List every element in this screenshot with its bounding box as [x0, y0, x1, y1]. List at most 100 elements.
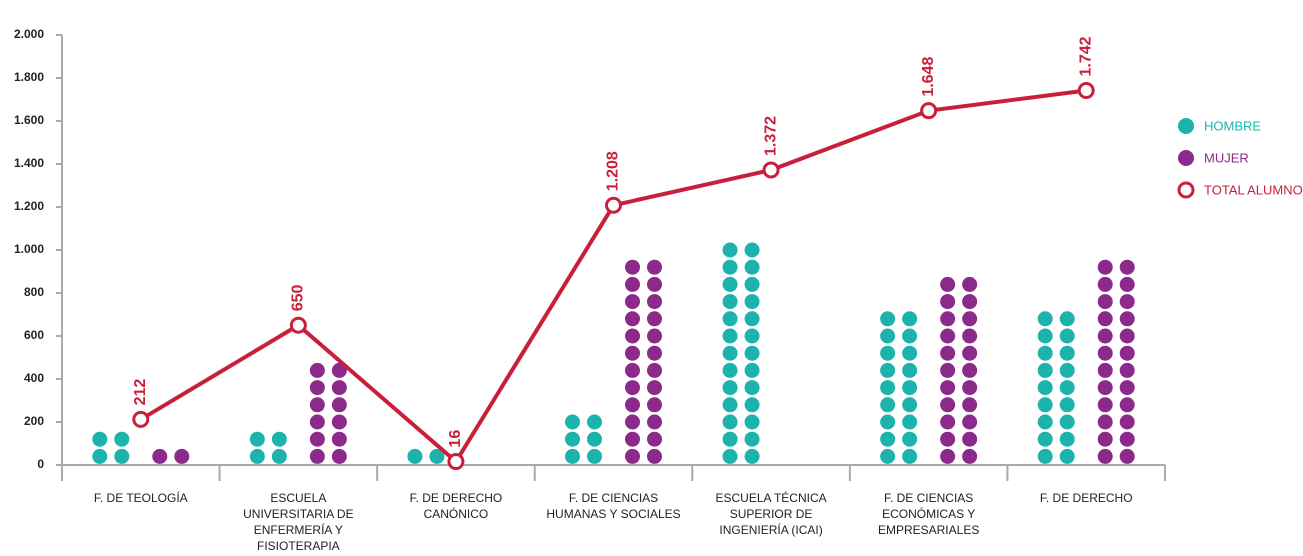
dot: [309, 431, 325, 447]
dot: [744, 242, 760, 258]
dot: [565, 448, 580, 464]
dot: [1097, 397, 1113, 413]
y-tick-label: 1.000: [14, 242, 44, 256]
dot: [249, 431, 265, 447]
dot: [625, 414, 640, 430]
dot: [1059, 414, 1075, 430]
dot: [902, 448, 918, 464]
legend-label: TOTAL ALUMNOS: [1204, 182, 1303, 197]
dot: [722, 294, 738, 310]
dot: [722, 242, 738, 258]
dot: [1059, 362, 1075, 378]
dot: [1037, 431, 1053, 447]
dot: [940, 397, 956, 413]
dot-stack: [249, 431, 287, 464]
dot: [1097, 294, 1113, 310]
dot: [1097, 328, 1113, 344]
dot: [962, 448, 978, 464]
total-point: [762, 161, 780, 179]
dot: [625, 380, 640, 396]
dot: [647, 431, 662, 447]
dot: [1097, 448, 1113, 464]
dot: [625, 448, 640, 464]
dot-stack: [565, 414, 602, 464]
dot: [1037, 397, 1053, 413]
dot: [331, 362, 347, 378]
total-point: [289, 316, 307, 334]
dot: [114, 431, 130, 447]
dot: [880, 311, 896, 327]
dot: [722, 259, 738, 275]
y-tick-label: 2.000: [14, 27, 44, 41]
dot: [722, 362, 738, 378]
dot: [902, 380, 918, 396]
dot: [647, 276, 662, 292]
dot: [962, 311, 978, 327]
dot: [902, 414, 918, 430]
dot: [722, 345, 738, 361]
dot: [1037, 328, 1053, 344]
dot: [1059, 448, 1075, 464]
dot: [940, 294, 956, 310]
dot: [331, 397, 347, 413]
dot: [962, 294, 978, 310]
dot: [880, 380, 896, 396]
dot: [902, 328, 918, 344]
legend-label: HOMBRE: [1204, 118, 1261, 133]
dot: [902, 362, 918, 378]
dot: [565, 431, 580, 447]
dot: [722, 328, 738, 344]
dot: [625, 328, 640, 344]
dot: [1059, 328, 1075, 344]
dot: [902, 345, 918, 361]
x-tick-label: F. DE CIENCIAS ECONÓMICAS Y EMPRESARIALE…: [877, 491, 980, 537]
dot-stack: [1037, 311, 1075, 464]
dot: [1097, 380, 1113, 396]
dot: [1119, 414, 1135, 430]
y-tick-label: 0: [37, 457, 44, 471]
dot: [625, 345, 640, 361]
dot: [1097, 362, 1113, 378]
dot: [940, 448, 956, 464]
dot: [744, 362, 760, 378]
y-tick-label: 1.600: [14, 113, 44, 127]
dot: [331, 431, 347, 447]
dot: [940, 431, 956, 447]
dot: [1097, 345, 1113, 361]
dot: [940, 345, 956, 361]
dot: [940, 380, 956, 396]
dot: [722, 431, 738, 447]
dot: [309, 380, 325, 396]
value-label: 1.648: [920, 57, 937, 97]
dot: [722, 380, 738, 396]
dot: [647, 345, 662, 361]
dot: [587, 431, 602, 447]
dot: [309, 397, 325, 413]
dot: [647, 311, 662, 327]
dot: [92, 431, 108, 447]
dot: [902, 397, 918, 413]
dot: [744, 345, 760, 361]
dot: [1059, 380, 1075, 396]
dot: [880, 362, 896, 378]
dot: [625, 311, 640, 327]
dot: [880, 448, 896, 464]
dot: [331, 380, 347, 396]
dot: [647, 380, 662, 396]
dot-stack: [309, 362, 347, 464]
dot: [1119, 345, 1135, 361]
dot: [271, 431, 287, 447]
dot: [647, 448, 662, 464]
dot: [1097, 311, 1113, 327]
dot: [1119, 362, 1135, 378]
dot-stack: [722, 242, 760, 464]
value-label: 16: [447, 430, 464, 448]
dot: [1097, 259, 1113, 275]
dot: [625, 276, 640, 292]
dot-stack: [940, 276, 978, 464]
dot-stack: [92, 431, 130, 464]
dot: [940, 362, 956, 378]
value-label: 1.372: [762, 116, 779, 156]
